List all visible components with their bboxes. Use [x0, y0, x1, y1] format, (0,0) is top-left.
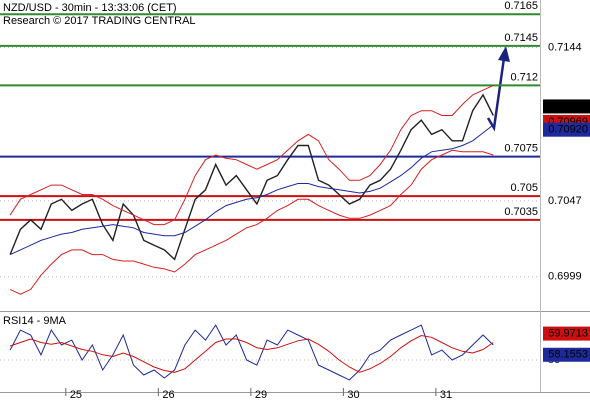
series-line	[9, 324, 494, 381]
rsi-title: RSI14 - 9MA	[3, 315, 67, 327]
series-line	[9, 93, 494, 261]
last-value-label: 0.71067	[548, 100, 588, 112]
last-value-badge	[543, 99, 590, 114]
last-value-label: 59.9713	[548, 327, 588, 339]
x-tick-label: 29	[255, 389, 267, 400]
level-label: 0.712	[510, 71, 538, 83]
x-tick-label: 25	[70, 389, 82, 400]
series-line	[9, 84, 494, 226]
series-line	[9, 149, 494, 295]
forecast-arrow	[486, 57, 506, 132]
chart-subtitle: Research © 2017 TRADING CENTRAL	[3, 15, 196, 27]
level-label: 0.7145	[504, 32, 538, 44]
series-line	[9, 124, 494, 256]
last-value-badge	[543, 326, 590, 341]
x-tick-label: 31	[440, 389, 452, 400]
level-label: 0.7035	[504, 206, 538, 218]
y-tick-label: 0.6999	[548, 271, 582, 283]
level-label: 0.7075	[504, 142, 538, 154]
last-value-label: 0.70920	[548, 124, 588, 136]
x-tick-label: 26	[162, 389, 174, 400]
forecast-arrowhead	[498, 46, 510, 62]
y-tick-label: 0.7144	[548, 41, 582, 53]
y-tick-label: 0.7047	[548, 195, 582, 207]
series-line	[9, 334, 494, 373]
level-label: 0.7165	[504, 0, 538, 12]
level-label: 0.705	[510, 182, 538, 194]
x-tick-label: 30	[347, 389, 359, 400]
chart-title: NZD/USD - 30min - 13:33:06 (CET)	[3, 2, 177, 14]
last-value-label: 58.1553	[548, 349, 588, 361]
last-value-badge	[543, 347, 590, 362]
last-value-badge	[543, 122, 590, 137]
